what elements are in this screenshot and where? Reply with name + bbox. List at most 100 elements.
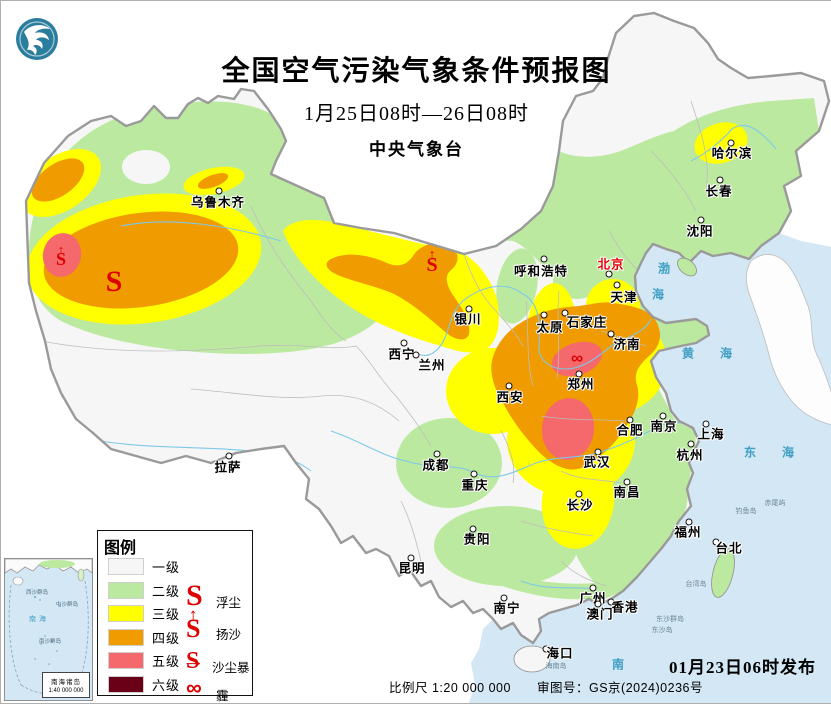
city-label-香港: 香港 — [611, 600, 639, 615]
city-marker — [542, 645, 550, 653]
mai-symbol: ∞ — [570, 348, 584, 368]
city-label-银川: 银川 — [454, 312, 482, 327]
sea-label: 海 — [719, 346, 733, 361]
city-marker — [407, 554, 415, 562]
inset-island-label: 中沙群岛 — [55, 602, 79, 608]
province-borders — [40, 100, 708, 587]
island-label: 台湾岛 — [685, 581, 707, 588]
legend-level-row: 五级 — [108, 651, 180, 670]
legend-level-row: 四级 — [108, 628, 180, 647]
city-label-呼和浩特: 呼和浩特 — [513, 264, 569, 279]
legend-swatch — [108, 605, 144, 622]
city-label-长春: 长春 — [705, 184, 733, 199]
inset-sea-label: 南海 — [29, 616, 49, 623]
city-marker — [685, 518, 693, 526]
city-label-贵阳: 贵阳 — [463, 532, 491, 547]
legend-symbol-label: 扬沙 — [216, 628, 242, 643]
city-marker — [469, 525, 477, 533]
city-marker — [594, 600, 602, 608]
city-label-兰州: 兰州 — [418, 358, 446, 373]
legend-level-row: 三级 — [108, 604, 180, 623]
city-label-成都: 成都 — [422, 458, 450, 473]
city-marker — [626, 416, 634, 424]
city-label-昆明: 昆明 — [398, 561, 426, 576]
national-border — [24, 11, 831, 645]
legend-level-label: 一级 — [152, 560, 181, 575]
city-marker — [561, 309, 569, 317]
city-marker — [500, 594, 508, 602]
city-marker — [505, 382, 513, 390]
city-marker — [575, 490, 583, 498]
map-scale: 比例尺 1:20 000 000 — [389, 681, 511, 695]
legend-level-row: 一级 — [108, 557, 180, 576]
city-marker — [712, 538, 720, 546]
city-label-福州: 福州 — [674, 525, 702, 540]
city-marker — [716, 176, 724, 184]
city-label-合肥: 合肥 — [616, 423, 644, 438]
inset-name: 南海诸岛 — [51, 679, 81, 686]
legend-symbol-label: 沙尘暴 — [212, 661, 250, 676]
city-marker — [605, 270, 613, 278]
shachenbao-legend-symbol: S → — [181, 646, 205, 674]
city-label-济南: 济南 — [613, 337, 641, 352]
legend-symbol-label: 霾 — [216, 688, 229, 703]
city-marker — [659, 412, 667, 420]
hainan-island — [513, 645, 551, 673]
inset-island-label: 南沙群岛 — [38, 639, 62, 645]
city-marker — [400, 339, 408, 347]
fuchen-symbol: S — [105, 265, 123, 298]
legend-swatch — [108, 558, 144, 575]
sea-label: 渤 — [657, 261, 671, 276]
legend-swatch — [108, 628, 144, 646]
city-label-南京: 南京 — [650, 419, 678, 434]
city-marker — [470, 470, 478, 478]
yangsha-symbol: S ↑ — [426, 246, 438, 276]
liaodong-tip — [677, 257, 697, 277]
inset-map — [5, 559, 92, 695]
korea-peninsula — [745, 254, 831, 426]
inset-scale: 1:40 000 000 — [48, 688, 84, 694]
taiwan-island — [711, 548, 735, 598]
city-marker — [540, 311, 548, 319]
south-china-sea-inset: 西沙群岛 中沙群岛 南沙群岛 南海 南海诸岛 1:40 000 000 — [4, 558, 93, 701]
sea-label: 东 — [743, 445, 757, 460]
city-label-上海: 上海 — [697, 427, 725, 442]
sea-label: 黄 — [681, 346, 695, 361]
city-marker — [623, 478, 631, 486]
issue-time: 01月23日06时发布 — [669, 658, 816, 677]
sea-label: 海 — [781, 445, 795, 460]
map-approval-number: 审图号：GS京(2024)0236号 — [536, 681, 703, 695]
city-marker — [540, 255, 548, 263]
city-label-太原: 太原 — [536, 320, 564, 335]
city-label-天津: 天津 — [610, 290, 638, 305]
city-label-沈阳: 沈阳 — [686, 224, 714, 239]
city-label-南宁: 南宁 — [493, 601, 521, 616]
city-label-乌鲁木齐: 乌鲁木齐 — [190, 195, 246, 210]
island-label: 海南岛 — [545, 663, 567, 670]
island-label: 东沙岛 — [651, 627, 673, 634]
legend-level-label: 二级 — [152, 583, 181, 599]
city-marker — [613, 281, 621, 289]
city-marker — [702, 420, 710, 428]
city-marker — [607, 330, 615, 338]
city-label-南昌: 南昌 — [613, 485, 641, 500]
sea-label: 海 — [651, 287, 665, 302]
city-label-郑州: 郑州 — [567, 377, 595, 392]
city-marker — [607, 598, 615, 606]
legend-title: 图例 — [104, 540, 137, 557]
cma-logo-icon — [16, 18, 58, 60]
city-label-杭州: 杭州 — [676, 448, 704, 463]
city-label-西宁: 西宁 — [388, 347, 416, 362]
legend-level-row: 二级 — [108, 581, 180, 600]
city-marker — [727, 139, 735, 147]
city-label-海口: 海口 — [546, 646, 574, 661]
legend-panel: 图例 一级 二级 三级 四级 五级 六级 S 浮尘 S ↑ 扬沙 S → 沙尘暴 ∞ 霾 — [97, 530, 253, 703]
city-marker — [433, 450, 441, 458]
city-marker — [594, 448, 602, 456]
city-label-北京: 北京 — [597, 257, 625, 272]
city-label-拉萨: 拉萨 — [214, 460, 242, 475]
city-label-台北: 台北 — [715, 541, 743, 556]
city-marker — [225, 452, 233, 460]
legend-level-label: 三级 — [152, 607, 181, 622]
